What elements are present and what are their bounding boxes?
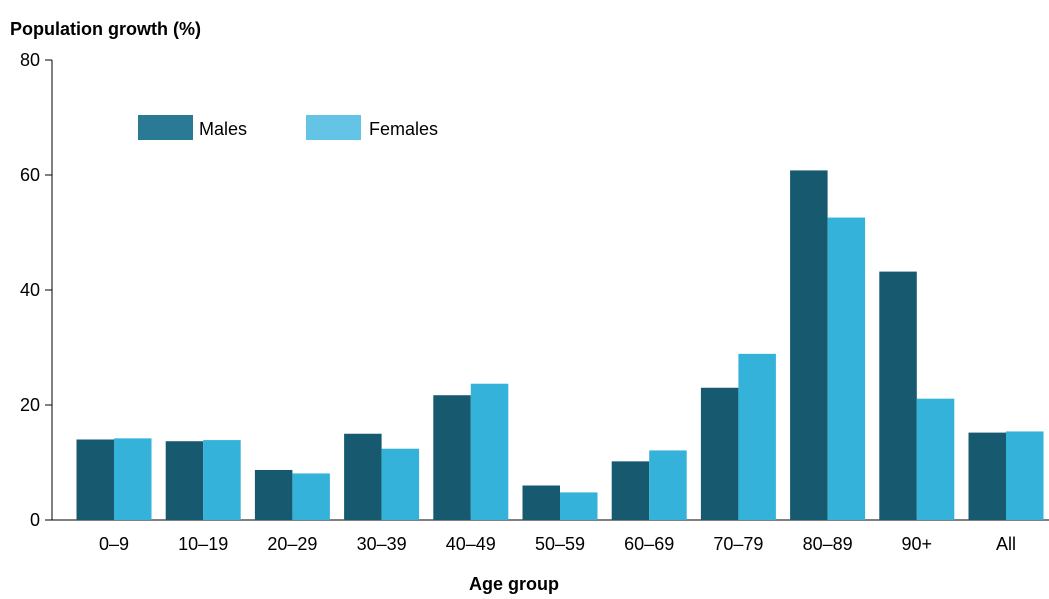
bar-females-5 bbox=[560, 492, 598, 520]
bar-males-4 bbox=[433, 395, 471, 520]
y-axis: 0 20 40 60 80 bbox=[20, 50, 53, 530]
y-tick-label: 40 bbox=[20, 280, 40, 300]
legend-label-males: Males bbox=[199, 119, 247, 139]
y-tick-label: 0 bbox=[30, 510, 40, 530]
bar-males-0 bbox=[76, 439, 114, 520]
x-tick-label: 0–9 bbox=[99, 534, 129, 554]
x-tick-label: 50–59 bbox=[535, 534, 585, 554]
bar-males-10 bbox=[968, 432, 1006, 520]
x-tick-label: 20–29 bbox=[267, 534, 317, 554]
x-tick-label: 70–79 bbox=[713, 534, 763, 554]
bar-males-2 bbox=[254, 469, 293, 520]
y-tick-label: 60 bbox=[20, 165, 40, 185]
bar-males-6 bbox=[611, 461, 650, 520]
bar-females-9 bbox=[916, 398, 955, 520]
y-axis-label: Population growth (%) bbox=[10, 19, 201, 39]
x-tick-label: 10–19 bbox=[178, 534, 228, 554]
legend: Males Females bbox=[138, 115, 438, 140]
bar-females-2 bbox=[292, 473, 330, 520]
bar-females-10 bbox=[1006, 431, 1044, 520]
bars bbox=[76, 170, 1044, 521]
bar-males-1 bbox=[165, 441, 204, 520]
x-axis: 0–9 10–19 20–29 30–39 40–49 50–59 60–69 70–79 80… bbox=[52, 519, 1049, 554]
x-tick-label: 60–69 bbox=[624, 534, 674, 554]
bar-males-9 bbox=[879, 271, 917, 520]
x-tick-label: 40–49 bbox=[446, 534, 496, 554]
bar-females-8 bbox=[827, 217, 866, 521]
y-tick-label: 80 bbox=[20, 50, 40, 70]
bar-males-3 bbox=[344, 433, 382, 520]
bar-males-7 bbox=[700, 387, 739, 520]
bar-females-0 bbox=[114, 438, 152, 520]
x-tick-label: 90+ bbox=[902, 534, 933, 554]
bar-females-7 bbox=[738, 353, 776, 520]
y-tick-label: 20 bbox=[20, 395, 40, 415]
bar-females-1 bbox=[203, 440, 241, 520]
x-tick-label: 30–39 bbox=[357, 534, 407, 554]
bar-males-8 bbox=[790, 170, 828, 520]
x-tick-label: All bbox=[996, 534, 1016, 554]
legend-swatch-males bbox=[138, 115, 193, 140]
legend-swatch-females bbox=[306, 115, 361, 140]
x-tick-label: 80–89 bbox=[803, 534, 853, 554]
bar-males-5 bbox=[522, 485, 560, 520]
legend-label-females: Females bbox=[369, 119, 438, 139]
bar-females-4 bbox=[470, 383, 509, 520]
bar-females-6 bbox=[649, 450, 687, 520]
bar-females-3 bbox=[381, 448, 420, 520]
x-axis-label: Age group bbox=[469, 574, 559, 594]
